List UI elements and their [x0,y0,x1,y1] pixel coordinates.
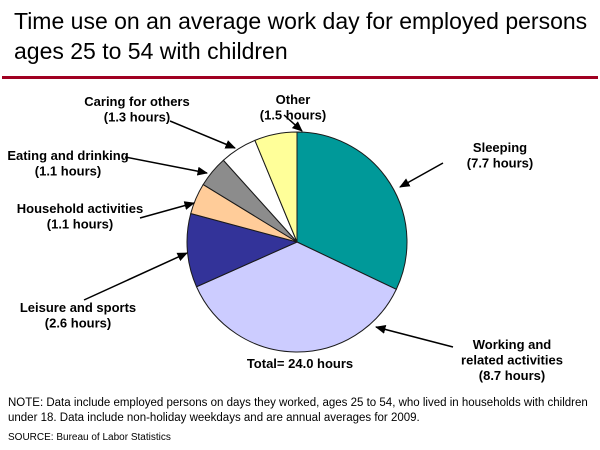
slice-label-other: Other (1.5 hours) [260,92,326,123]
title-underline [2,76,598,79]
callout-arrow-0 [399,162,444,188]
pie-slice-sleeping [296,131,408,290]
pie-slice-working-and-related-activities [196,241,397,353]
pie-chart: Sleeping (7.7 hours) Working and related ac… [7,92,563,383]
pie-slice-leisure-and-sports [186,213,298,288]
slice-label-household-activities: Household activities (1.1 hours) [17,201,143,232]
slice-label-caring-for-others: Caring for others (1.3 hours) [84,94,189,125]
note-text: NOTE: Data include employed persons on d… [8,397,588,424]
callout-arrow-6 [283,114,303,132]
callout-arrow-4 [124,156,208,176]
callout-arrow-1 [375,325,454,348]
callout-arrow-2 [83,252,188,301]
callout-labels: Sleeping (7.7 hours) Working and related ac… [7,92,563,383]
callout-arrows [83,114,454,348]
slice-label-working-and-related-activities: Working and related activities (8.7 hours) [461,337,563,383]
callout-arrow-5 [169,120,236,149]
slice-label-leisure-and-sports: Leisure and sports (2.6 hours) [20,300,136,331]
slice-label-eating-and-drinking: Eating and drinking (1.1 hours) [7,148,128,179]
chart-title: Time use on an average work day for empl… [14,8,588,64]
slice-label-sleeping: Sleeping (7.7 hours) [467,140,533,171]
callout-arrow-3 [139,201,195,219]
pie-slice-other [254,131,298,243]
total-label: Total= 24.0 hours [247,356,353,371]
source-text: SOURCE: Bureau of Labor Statistics [8,432,171,443]
pie-slices [186,131,408,353]
